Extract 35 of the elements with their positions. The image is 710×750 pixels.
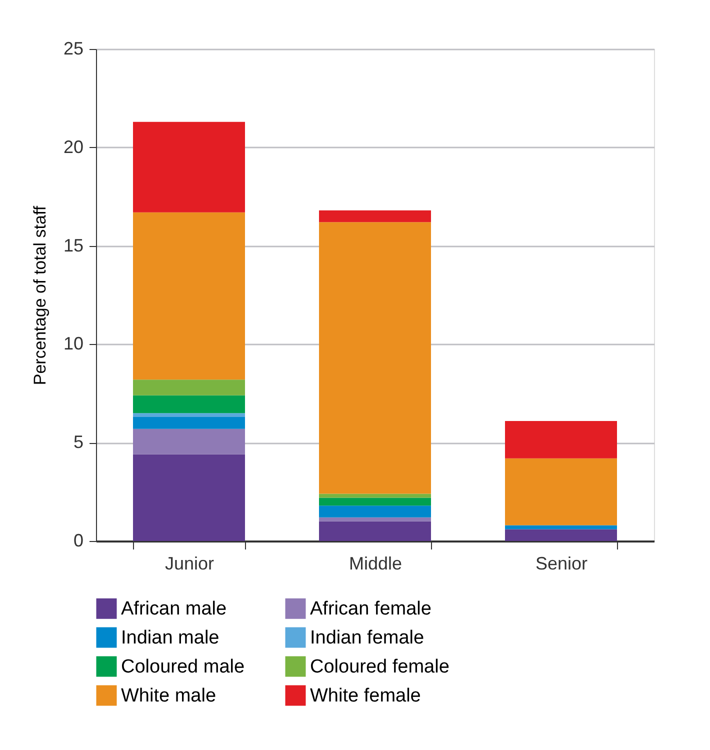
legend-label: Indian female <box>310 628 424 648</box>
y-tick-label: 25 <box>63 38 84 58</box>
bar <box>133 212 245 380</box>
bar <box>319 521 431 541</box>
legend-label: African female <box>310 598 432 620</box>
legend-label: White female <box>310 686 421 706</box>
x-tick-label: Middle <box>348 554 402 574</box>
bar <box>133 417 245 429</box>
y-tick-label: 5 <box>73 432 84 452</box>
bar <box>319 517 431 522</box>
bar <box>133 413 245 418</box>
bar <box>505 458 617 526</box>
x-tick-label: Junior <box>164 554 214 574</box>
y-axis-title: Percentage of total staff <box>30 206 50 386</box>
legend-label: Coloured male <box>121 656 245 678</box>
bar <box>133 428 245 454</box>
bar <box>505 529 617 541</box>
bar <box>133 454 245 541</box>
y-tick-label: 0 <box>73 530 84 550</box>
bar <box>319 498 431 506</box>
x-tick-label: Senior <box>535 554 588 574</box>
legend-label: Coloured female <box>310 656 450 678</box>
bar <box>319 222 431 494</box>
legend-label: White male <box>121 686 216 706</box>
legend-label: Indian male <box>121 628 220 648</box>
bar <box>133 395 245 414</box>
bar <box>319 506 431 518</box>
y-tick-label: 15 <box>63 235 84 256</box>
bar <box>319 210 431 222</box>
bar <box>505 420 617 458</box>
legend-label: African male <box>121 598 227 620</box>
bar <box>133 380 245 396</box>
bar <box>133 122 245 212</box>
y-tick-label: 20 <box>63 136 84 157</box>
y-tick-label: 10 <box>63 334 84 354</box>
